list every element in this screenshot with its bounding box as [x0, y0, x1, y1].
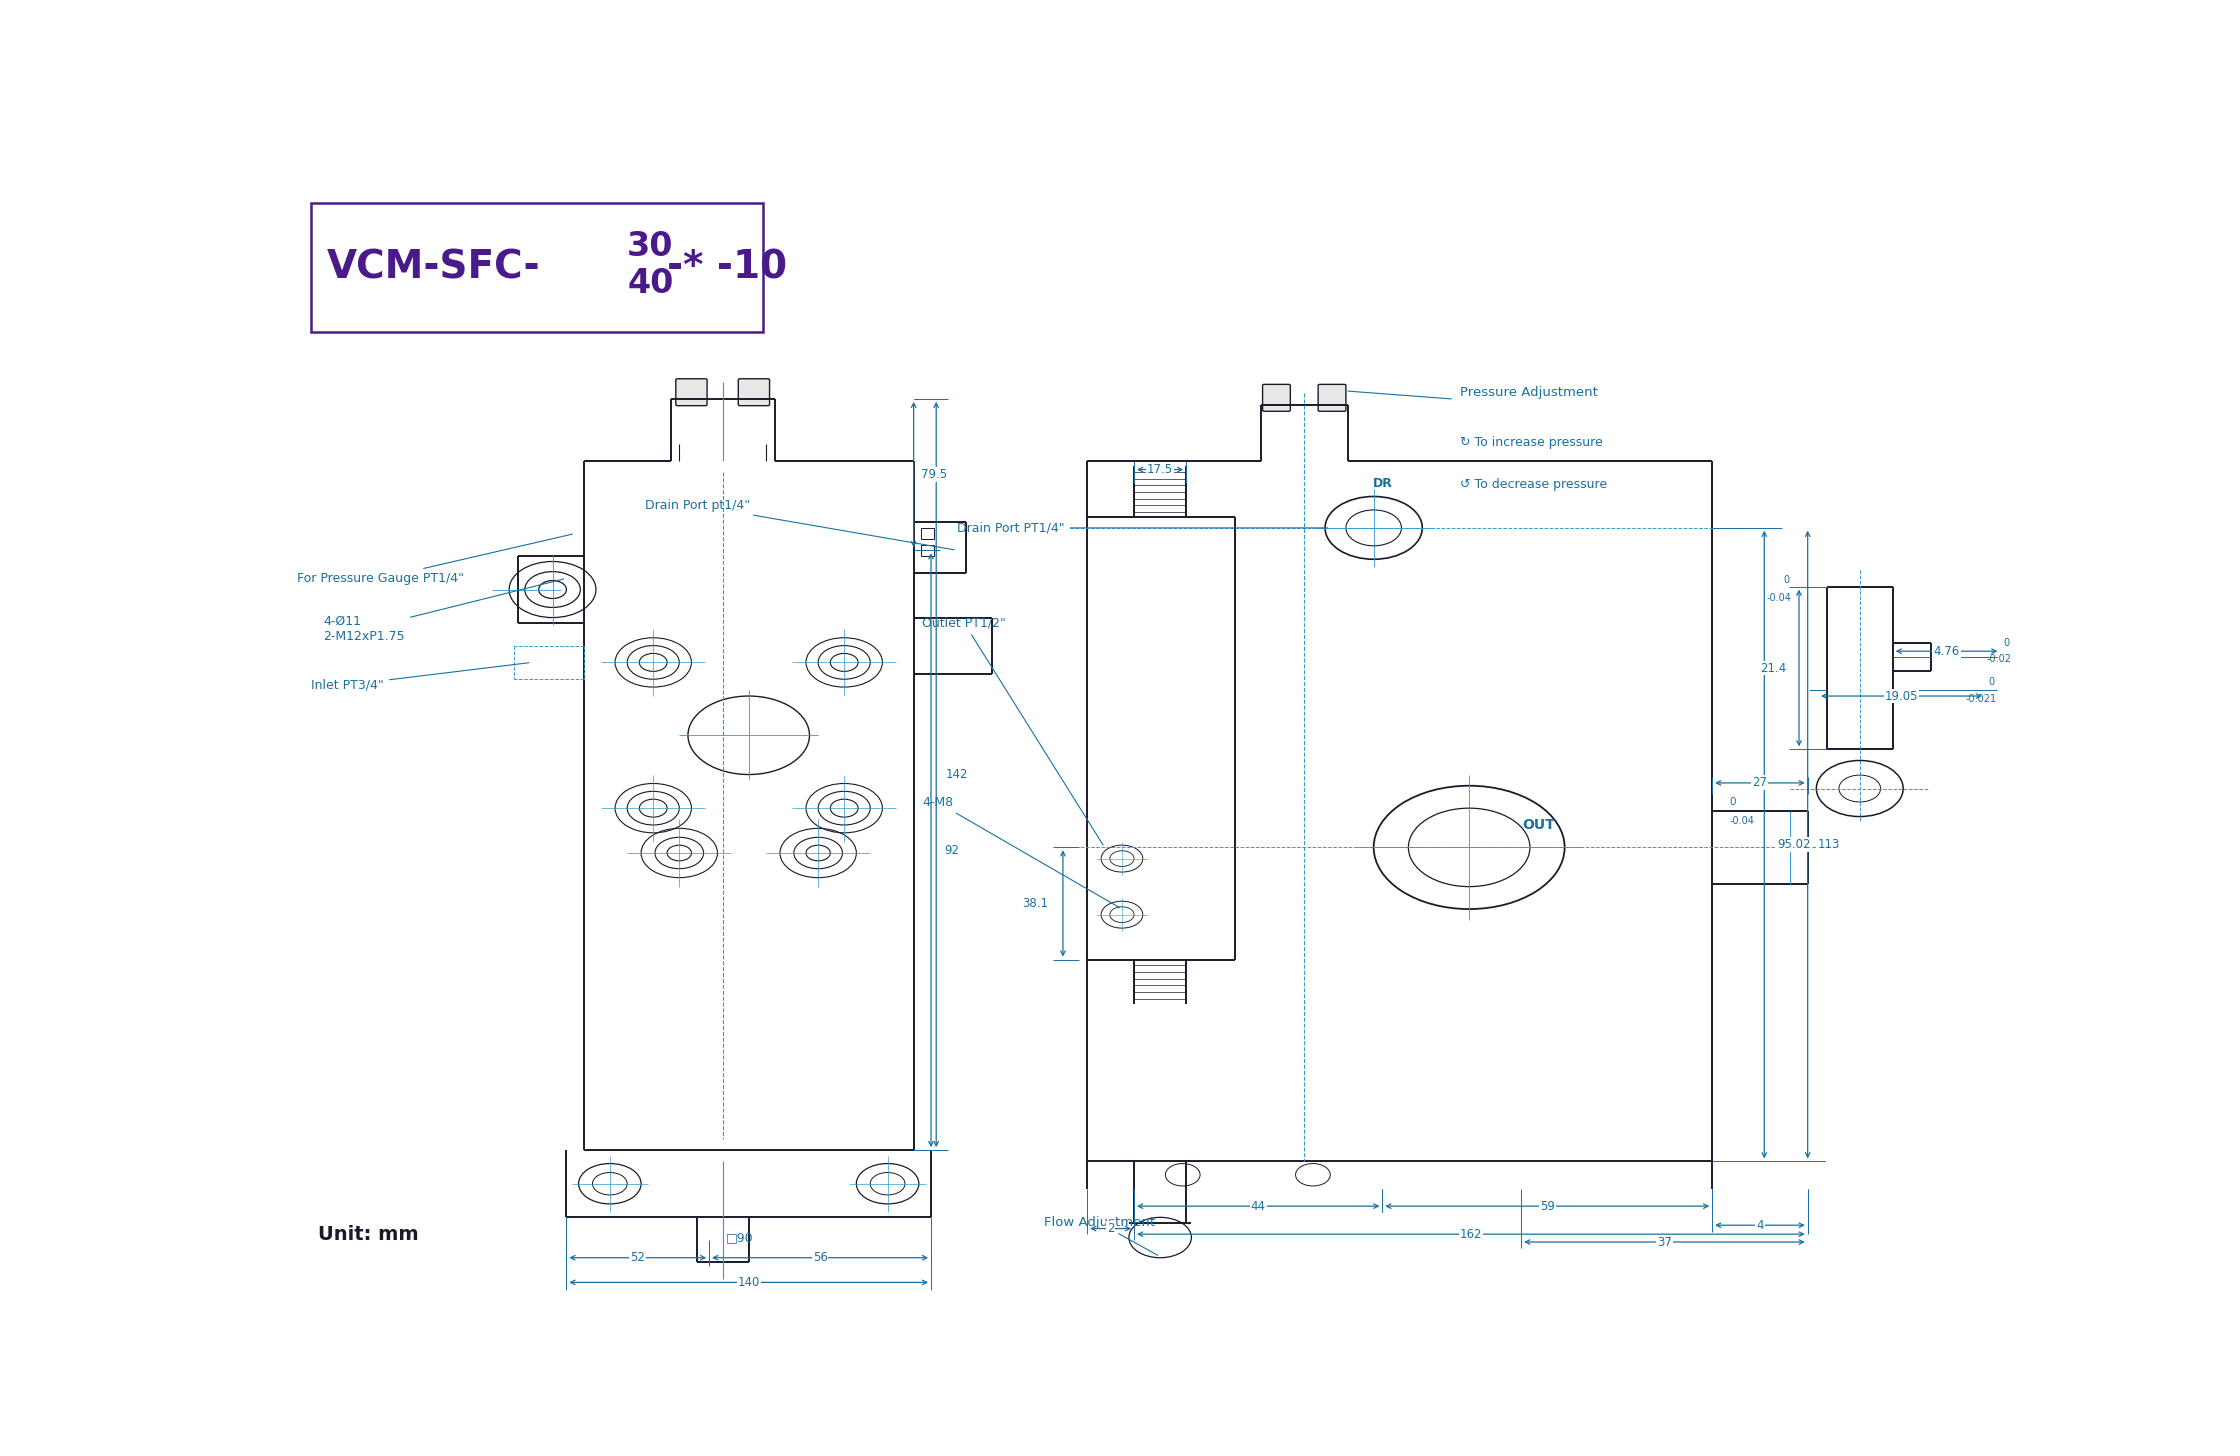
Text: -0.04: -0.04 — [1765, 593, 1792, 603]
Text: -0.02: -0.02 — [1987, 654, 2012, 664]
Text: 4.76: 4.76 — [1933, 645, 1960, 658]
FancyBboxPatch shape — [676, 379, 708, 406]
Text: VCM-SFC-: VCM-SFC- — [327, 249, 540, 287]
Text: -0.021: -0.021 — [1967, 693, 1996, 703]
Text: 2: 2 — [1107, 1222, 1116, 1235]
Text: 19.05: 19.05 — [1884, 690, 1917, 703]
Text: 4: 4 — [1756, 1219, 1763, 1232]
Text: 59: 59 — [1539, 1200, 1555, 1213]
Text: Outlet PT1/2": Outlet PT1/2" — [923, 617, 1102, 844]
Text: Flow Adjustment: Flow Adjustment — [1044, 1216, 1158, 1255]
Text: 37: 37 — [1658, 1236, 1671, 1249]
Bar — [921, 529, 934, 539]
Text: 92: 92 — [945, 843, 959, 856]
Text: Unit: mm: Unit: mm — [318, 1224, 419, 1243]
Text: 44: 44 — [1250, 1200, 1266, 1213]
Text: 4-Ø11
2-M12xP1.75: 4-Ø11 2-M12xP1.75 — [323, 579, 564, 642]
Text: 52: 52 — [629, 1251, 645, 1264]
Text: 27: 27 — [1752, 776, 1767, 789]
Text: Drain Port pt1/4": Drain Port pt1/4" — [645, 499, 954, 550]
Text: 4-M8: 4-M8 — [923, 796, 1120, 907]
Text: 142: 142 — [945, 767, 968, 780]
FancyBboxPatch shape — [1317, 384, 1346, 411]
Text: Pressure Adjustment: Pressure Adjustment — [1460, 386, 1599, 399]
Text: 0: 0 — [1989, 677, 1994, 687]
Text: 0: 0 — [1783, 575, 1790, 585]
Text: Inlet PT3/4": Inlet PT3/4" — [311, 662, 529, 692]
Text: 56: 56 — [813, 1251, 827, 1264]
Text: ↻ To increase pressure: ↻ To increase pressure — [1460, 437, 1604, 450]
Text: 0: 0 — [2005, 638, 2009, 648]
Text: 79.5: 79.5 — [921, 469, 948, 480]
FancyBboxPatch shape — [739, 379, 771, 406]
Text: Drain Port PT1/4": Drain Port PT1/4" — [956, 521, 1328, 534]
Text: 21.4: 21.4 — [1761, 661, 1785, 674]
Text: 40: 40 — [627, 266, 674, 300]
Text: For Pressure Gauge PT1/4": For Pressure Gauge PT1/4" — [298, 534, 573, 585]
Text: 113: 113 — [1817, 839, 1839, 852]
Text: -* -10: -* -10 — [668, 249, 786, 287]
Text: 162: 162 — [1460, 1227, 1483, 1241]
Bar — [311, 202, 762, 332]
Text: 95.02: 95.02 — [1776, 839, 1810, 852]
Text: 30: 30 — [627, 230, 674, 264]
Text: OUT: OUT — [1523, 818, 1555, 831]
Text: DR: DR — [1373, 476, 1393, 489]
Text: ↺ To decrease pressure: ↺ To decrease pressure — [1460, 478, 1608, 491]
Text: □90: □90 — [726, 1230, 755, 1243]
FancyBboxPatch shape — [1263, 384, 1290, 411]
Text: 17.5: 17.5 — [1147, 463, 1174, 476]
Text: -0.04: -0.04 — [1729, 817, 1754, 827]
Text: 0: 0 — [1729, 798, 1736, 807]
Bar — [921, 545, 934, 556]
Text: 38.1: 38.1 — [1021, 897, 1048, 910]
Text: 140: 140 — [737, 1275, 759, 1289]
